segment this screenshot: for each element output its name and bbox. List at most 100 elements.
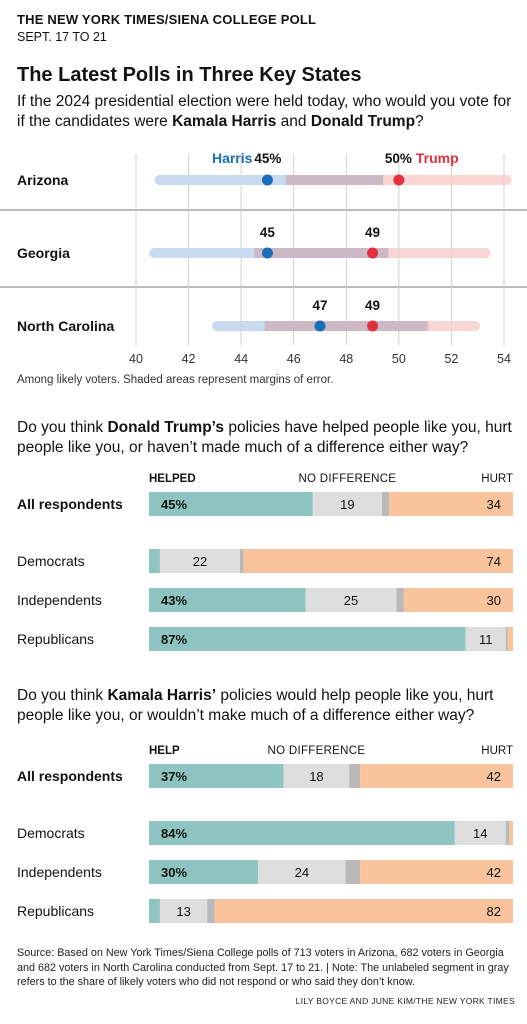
question-election: If the 2024 presidential election were h…	[17, 92, 517, 132]
overlap-band	[264, 321, 428, 331]
hurt-value-label: 74	[487, 554, 501, 569]
no-difference-segment	[283, 764, 350, 788]
x-tick-label: 42	[182, 352, 196, 366]
helped-segment	[149, 492, 313, 516]
helped-segment	[149, 549, 160, 573]
group-label: All respondents	[17, 768, 123, 784]
question-text: If the 2024 presidential election were h…	[17, 93, 512, 130]
question-text: Do you think	[17, 687, 108, 704]
question-harris-policies: Do you think Kamala Harris’ policies wou…	[17, 686, 517, 726]
no-difference-value-label: 19	[340, 497, 354, 512]
x-tick-label: 52	[444, 352, 458, 366]
no-difference-value-label: 22	[193, 554, 207, 569]
kicker: THE NEW YORK TIMES/SIENA COLLEGE POLL	[17, 12, 317, 27]
hurt-segment	[509, 821, 513, 845]
no-difference-value-label: 24	[295, 865, 309, 880]
poll-dates: SEPT. 17 TO 21	[17, 30, 107, 44]
chart-note: Among likely voters. Shaded areas repres…	[17, 374, 334, 386]
helped-value-label: 45%	[161, 497, 187, 512]
no-difference-segment	[465, 627, 506, 651]
hurt-value-label: 42	[487, 769, 501, 784]
group-label: Independents	[17, 864, 102, 880]
hurt-value-label: 30	[487, 593, 501, 608]
trump-value-label: 50%	[385, 151, 412, 166]
trump-name: Donald Trump’s	[107, 419, 225, 436]
helped-segment	[149, 821, 455, 845]
state-label: Georgia	[17, 245, 70, 261]
no-difference-value-label: 25	[344, 593, 358, 608]
trump-name: Donald Trump	[310, 113, 416, 130]
state-label: North Carolina	[17, 318, 114, 334]
hurt-segment	[389, 492, 513, 516]
helped-value-label: 84%	[161, 826, 187, 841]
x-tick-label: 44	[234, 352, 248, 366]
overlap-band	[285, 175, 384, 185]
unlabeled-segment	[381, 492, 390, 516]
trump-legend-label: Trump	[416, 150, 459, 166]
no-difference-segment	[159, 549, 240, 573]
harris-name: Kamala Harris’	[107, 687, 217, 704]
group-label: Republicans	[17, 631, 94, 647]
hurt-segment	[214, 899, 513, 923]
helped-value-label: 87%	[161, 632, 187, 647]
legend-helped: HELP	[149, 745, 180, 757]
hurt-segment	[360, 764, 513, 788]
group-label: Republicans	[17, 903, 94, 919]
group-label: Independents	[17, 592, 102, 608]
page-title: The Latest Polls in Three Key States	[17, 64, 362, 86]
harris-value-label: 45%	[254, 151, 281, 166]
question-trump-policies: Do you think Donald Trump’s policies hav…	[17, 418, 517, 458]
source-note: Source: Based on New York Times/Siena Co…	[17, 947, 509, 988]
unlabeled-segment	[240, 549, 244, 573]
unlabeled-segment	[349, 764, 361, 788]
x-tick-label: 50	[392, 352, 406, 366]
credit-line: LILY BOYCE AND JUNE KIM/THE NEW YORK TIM…	[295, 996, 515, 1006]
no-difference-segment	[312, 492, 382, 516]
unlabeled-segment	[505, 627, 508, 651]
hurt-value-label: 34	[487, 497, 501, 512]
hurt-segment	[243, 549, 513, 573]
trump-dot	[367, 247, 379, 259]
unlabeled-segment	[345, 860, 361, 884]
trump-dot	[367, 320, 379, 332]
trump-policies-bar-chart: HELPED NO DIFFERENCE HURT All respondents 45…	[17, 473, 513, 651]
helped-segment	[149, 588, 306, 612]
no-difference-segment	[258, 860, 346, 884]
legend-helped: HELPED	[149, 473, 196, 485]
question-text: ?	[415, 113, 424, 130]
harris-dot	[314, 320, 326, 332]
overlap-band	[254, 248, 389, 258]
trump-value-label: 49	[365, 298, 380, 313]
group-label: Democrats	[17, 825, 85, 841]
no-difference-value-label: 18	[309, 769, 323, 784]
question-text: and	[276, 113, 311, 130]
harris-value-label: 47	[312, 298, 327, 313]
helped-segment	[149, 899, 160, 923]
question-text: policies would help people like you, hur…	[17, 687, 494, 724]
state-label: Arizona	[17, 172, 69, 188]
legend-hurt: HURT	[481, 473, 513, 485]
helped-value-label: 30%	[161, 865, 187, 880]
helped-segment	[149, 627, 466, 651]
harris-dot	[261, 174, 273, 186]
no-difference-segment	[305, 588, 397, 612]
question-text: Do you think	[17, 419, 108, 436]
poll-dot-range-chart: 40 42 44 46 48 50 52 54 Arizona 45%Harris 50% Trump…	[0, 150, 527, 366]
trump-dot	[393, 174, 405, 186]
no-difference-value-label: 13	[176, 904, 190, 919]
helped-value-label: 43%	[161, 593, 187, 608]
legend-no-difference: NO DIFFERENCE	[268, 745, 366, 757]
unlabeled-segment	[207, 899, 215, 923]
hurt-segment	[360, 860, 513, 884]
group-label: Democrats	[17, 553, 85, 569]
legend-hurt: HURT	[481, 745, 513, 757]
x-tick-label: 46	[287, 352, 301, 366]
x-tick-label: 40	[129, 352, 143, 366]
no-difference-segment	[454, 821, 506, 845]
unlabeled-segment	[396, 588, 404, 612]
group-label: All respondents	[17, 496, 123, 512]
hurt-value-label: 82	[487, 904, 501, 919]
hurt-value-label: 42	[487, 865, 501, 880]
unlabeled-segment	[505, 821, 510, 845]
helped-segment	[149, 860, 259, 884]
